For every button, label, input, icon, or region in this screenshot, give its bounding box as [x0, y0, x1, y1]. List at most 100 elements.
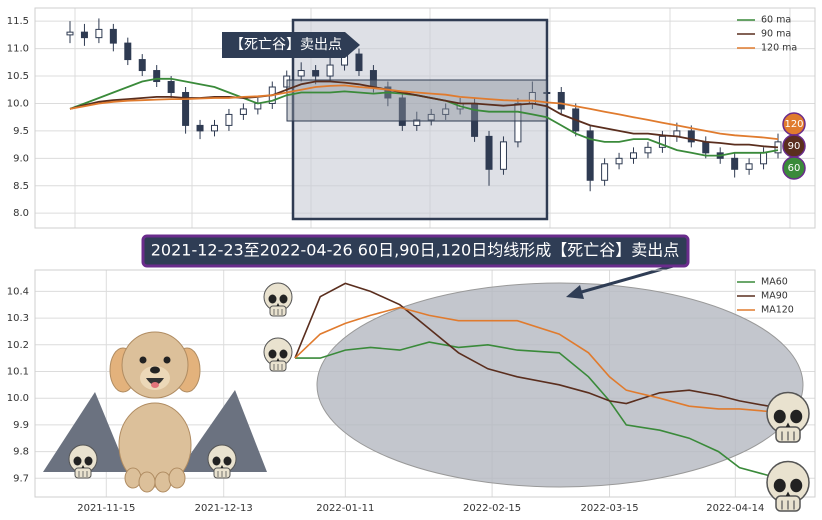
candle-body: [297, 70, 305, 77]
end-badge-label: 120: [784, 119, 803, 130]
skull-eye: [279, 349, 288, 359]
legend-label: MA120: [761, 305, 794, 316]
skull-nose: [785, 491, 791, 496]
x-tick-label: 2022-02-15: [463, 503, 521, 514]
dog-leg: [154, 471, 172, 493]
candle-body: [167, 81, 175, 93]
skull-icon: [263, 282, 293, 317]
skull-eye: [279, 294, 288, 304]
x-tick-label: 2022-03-15: [580, 503, 638, 514]
title-banner: [141, 234, 690, 268]
candle-body: [326, 64, 334, 77]
y-tick-label: 10.4: [7, 286, 29, 297]
y-tick-label: 8.5: [13, 181, 29, 192]
dog-head: [121, 331, 189, 399]
dog-tongue: [151, 382, 159, 388]
x-tick-label: 2021-11-15: [77, 503, 135, 514]
candle-body: [586, 130, 594, 181]
legend-label: 90 ma: [761, 29, 791, 40]
mountain: [178, 390, 267, 472]
candle-body: [355, 53, 363, 72]
legend: 60 ma 90 ma 120 ma: [737, 15, 797, 54]
candle-body: [514, 102, 522, 143]
ma-line: [294, 282, 770, 407]
skull-eye: [790, 478, 803, 493]
candle-body: [615, 157, 623, 165]
dog-leg: [138, 471, 156, 493]
candle-body: [138, 59, 146, 72]
y-tick-label: 8.0: [13, 208, 29, 219]
legend-label: MA60: [761, 277, 788, 288]
dog-body: [118, 402, 192, 488]
skull-eye: [212, 456, 221, 466]
candle-body: [95, 28, 103, 39]
candle-body: [658, 135, 666, 148]
candle-body: [196, 124, 204, 132]
y-tick-label: 11.5: [7, 16, 29, 27]
chart-title: 2021-12-23至2022-04-26 60日,90日,120日均线形成【死…: [151, 241, 680, 260]
skull-nose: [276, 303, 280, 306]
candle-body: [398, 97, 406, 126]
skull-icon: [263, 337, 293, 372]
skull-nose: [81, 465, 85, 468]
legend-label: 60 ma: [761, 15, 791, 26]
y-tick-label: 10.0: [7, 98, 29, 109]
annotation-arrow: [222, 32, 360, 58]
y-tick-label: 9.8: [13, 447, 29, 458]
dog-leg: [168, 467, 186, 489]
candle-body: [630, 152, 638, 159]
skull-nose: [785, 422, 791, 427]
candle-body: [687, 130, 695, 143]
candle-body: [182, 91, 190, 126]
candle-body: [80, 31, 88, 39]
plot-frame: [34, 7, 816, 229]
candle-body: [153, 70, 161, 83]
y-tick-label: 10.2: [7, 340, 29, 351]
skull-nose: [220, 465, 224, 468]
skull-eye: [84, 456, 93, 466]
y-tick-label: 10.5: [7, 71, 29, 82]
skull-eye: [773, 409, 786, 424]
candle-body: [702, 141, 710, 154]
candle-body: [499, 141, 507, 170]
annotation-text: 【死亡谷】卖出点: [230, 37, 342, 53]
candle-body: [601, 163, 609, 181]
dog-illustration: [109, 331, 201, 493]
skull-icon: [68, 444, 98, 479]
y-tick-label: 9.7: [13, 473, 29, 484]
annotation-arrowhead: [566, 285, 584, 299]
candle-body: [312, 70, 320, 77]
end-badge-label: 90: [788, 141, 801, 152]
candle-body: [225, 113, 233, 126]
candle-body: [413, 119, 421, 126]
candle-body: [66, 31, 74, 36]
skull-eye: [268, 349, 277, 359]
y-tick-label: 10.3: [7, 313, 29, 324]
dog-nose: [150, 366, 160, 374]
y-tick-label: 11.0: [7, 44, 29, 55]
candle-body: [760, 152, 768, 165]
y-tick-label: 9.9: [13, 420, 29, 431]
candle-body: [109, 28, 117, 44]
x-tick-label: 2021-12-13: [195, 503, 253, 514]
ma-line: [295, 341, 770, 477]
candle-body: [124, 42, 132, 61]
skull-icon: [207, 444, 237, 479]
legend-label: 120 ma: [761, 43, 797, 54]
skull-icon: [766, 460, 810, 512]
x-tick-label: 2022-04-14: [706, 503, 764, 514]
skull-eye: [773, 478, 786, 493]
annotation-arrow: [577, 262, 681, 295]
skull-eye: [790, 409, 803, 424]
mountain: [43, 392, 128, 472]
legend: MA60 MA90 MA120: [737, 277, 794, 316]
dog-mouth: [146, 378, 164, 385]
skull-icon: [766, 391, 810, 443]
dog-eye: [139, 356, 147, 364]
plot-frame: [34, 269, 816, 498]
candle-body: [427, 113, 435, 121]
y-tick-label: 9.5: [13, 126, 29, 137]
dog-leg: [124, 467, 142, 489]
candle-body: [442, 108, 450, 115]
